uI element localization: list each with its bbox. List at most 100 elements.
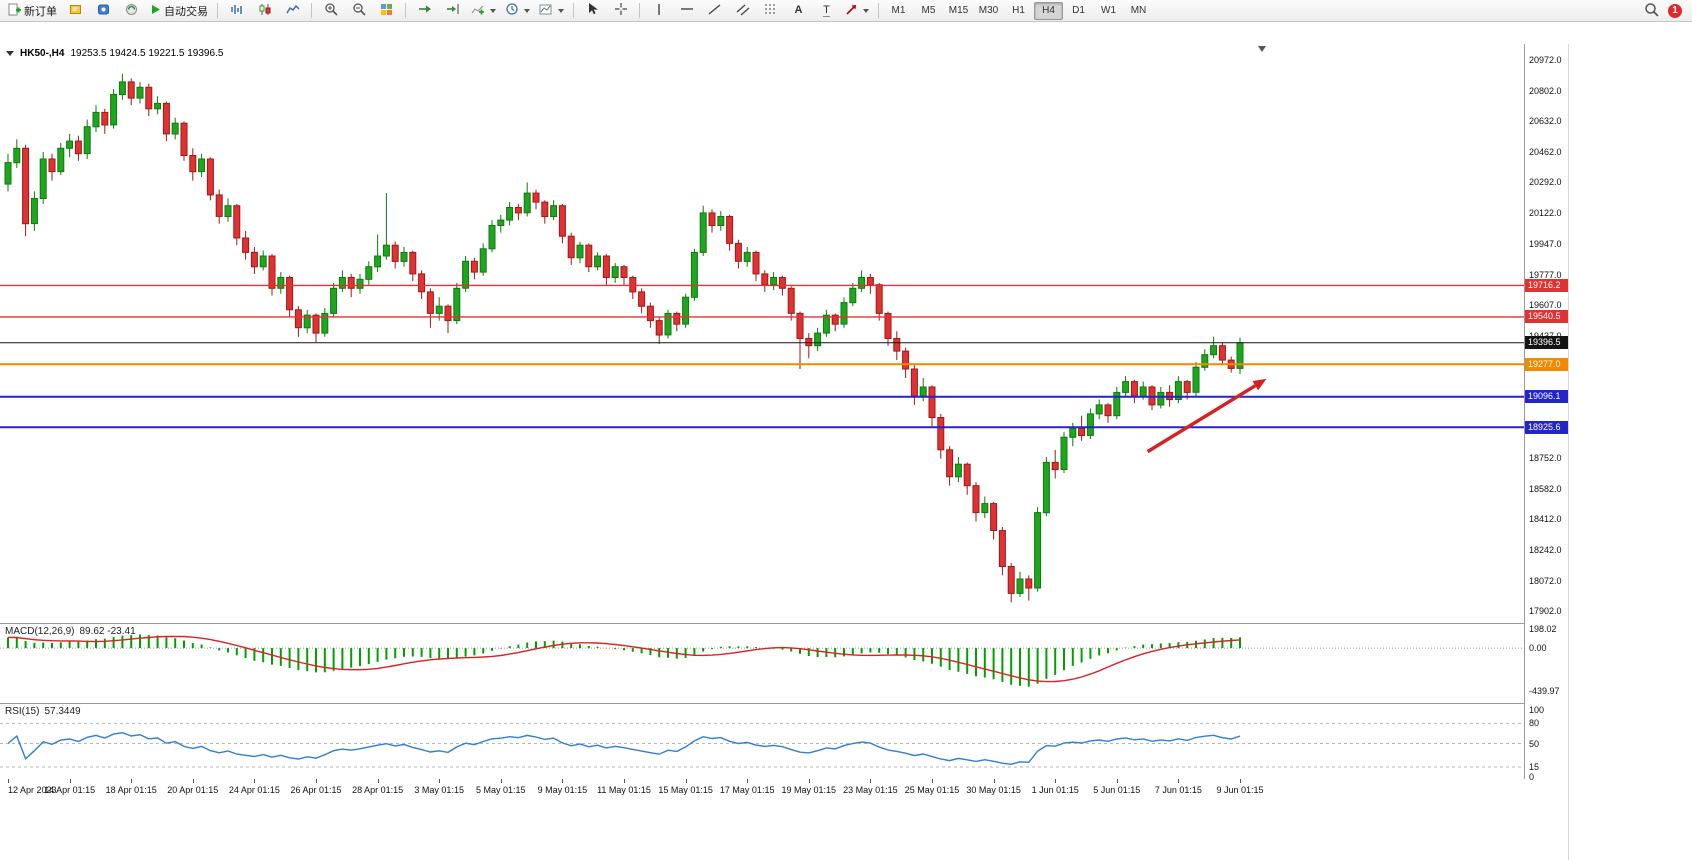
time-tick xyxy=(131,779,133,783)
text-button[interactable]: A xyxy=(785,0,812,21)
time-axis-label: 19 May 01:15 xyxy=(781,785,837,795)
rsi-axis-label: 0 xyxy=(1529,772,1535,782)
time-axis-label: 9 May 01:15 xyxy=(537,785,588,795)
price-axis-label: 19777.0 xyxy=(1529,269,1562,280)
equidistant-channel-icon xyxy=(736,3,750,19)
metaeditor-icon xyxy=(69,3,82,19)
vertical-line-icon xyxy=(654,3,664,19)
templates-icon xyxy=(539,3,553,19)
time-axis-label: 30 May 01:15 xyxy=(966,785,1021,795)
macd-panel[interactable] xyxy=(0,624,1524,703)
price-level-badge: 18925.6 xyxy=(1525,420,1568,434)
candlestick-chart-icon xyxy=(258,3,272,19)
time-tick xyxy=(1178,779,1180,783)
price-axis-label: 18412.0 xyxy=(1529,514,1562,525)
timeframe-toolbar: M1 M5 M15 M30 H1 H4 D1 W1 MN xyxy=(884,1,1153,20)
metaeditor-button[interactable] xyxy=(62,0,89,21)
templates-button[interactable] xyxy=(535,0,568,21)
chart-shift-button[interactable] xyxy=(439,0,466,21)
rsi-label: RSI(15) 57.3449 xyxy=(5,706,81,717)
zoom-out-button[interactable] xyxy=(345,0,372,21)
trendline-button[interactable] xyxy=(701,0,728,21)
price-axis[interactable]: 20972.0 20802.0 20632.0 20462.0 20292.0 20122… xyxy=(1525,44,1568,802)
tf-button-H1[interactable]: H1 xyxy=(1012,5,1025,16)
price-axis-label: 18582.0 xyxy=(1529,483,1562,494)
separator xyxy=(217,3,218,18)
cursor-button[interactable] xyxy=(579,0,606,21)
time-axis-label: 9 Jun 01:15 xyxy=(1216,785,1264,795)
zoom-in-button[interactable] xyxy=(317,0,344,21)
time-tick xyxy=(192,779,194,783)
time-tick xyxy=(685,779,687,783)
time-tick xyxy=(870,779,872,783)
time-axis-label: 24 Apr 01:15 xyxy=(228,785,280,795)
tf-button-H4[interactable]: H4 xyxy=(1034,1,1063,20)
tf-button-M5[interactable]: M5 xyxy=(921,5,936,16)
crosshair-button[interactable] xyxy=(607,0,634,21)
tf-button-D1[interactable]: D1 xyxy=(1072,5,1085,16)
separator xyxy=(311,3,312,18)
bar-chart-button[interactable] xyxy=(223,0,250,21)
price-axis-label: 20122.0 xyxy=(1529,207,1562,218)
candlestick-chart-button[interactable] xyxy=(251,0,278,21)
time-tick xyxy=(747,779,749,783)
equidistant-channel-button[interactable] xyxy=(729,0,756,21)
tf-button-M1[interactable]: M1 xyxy=(891,5,906,16)
periods-icon xyxy=(505,2,519,19)
rsi-panel[interactable] xyxy=(0,704,1524,779)
panel-splitter[interactable] xyxy=(0,623,1568,624)
notification-badge[interactable]: 1 xyxy=(1668,3,1682,18)
search-button[interactable] xyxy=(1638,0,1665,21)
community-icon xyxy=(125,3,138,19)
tf-button-MN[interactable]: MN xyxy=(1130,5,1147,16)
community-button[interactable] xyxy=(118,0,145,21)
tf-button-M30[interactable]: M30 xyxy=(978,5,999,16)
time-tick xyxy=(8,779,9,783)
price-level-badge: 19540.5 xyxy=(1525,310,1568,324)
candlestick-chart[interactable] xyxy=(0,44,1524,623)
zoom-out-icon xyxy=(352,2,366,19)
indicators-button[interactable] xyxy=(467,0,500,21)
time-axis-label: 5 May 01:15 xyxy=(476,785,526,795)
fibonacci-button[interactable] xyxy=(757,0,784,21)
panel-splitter[interactable] xyxy=(0,703,1568,704)
zoom-in-icon xyxy=(324,2,338,19)
auto-scroll-button[interactable] xyxy=(411,0,438,21)
tf-button-W1[interactable]: W1 xyxy=(1101,5,1116,16)
line-chart-button[interactable] xyxy=(279,0,306,21)
time-axis-label: 18 Apr 01:15 xyxy=(105,785,157,795)
autotrade-button[interactable]: 自动交易 xyxy=(146,0,212,21)
time-tick xyxy=(316,779,317,783)
vertical-line-button[interactable] xyxy=(645,0,672,21)
price-axis-label: 20462.0 xyxy=(1529,146,1562,157)
rsi-axis-label: 15 xyxy=(1529,762,1540,772)
time-axis[interactable]: 12 Apr 2023 14 Apr 01:15 18 Apr 01:15 20 Ap… xyxy=(0,779,1568,803)
time-axis-label: 28 Apr 01:15 xyxy=(352,785,404,795)
tf-button-M15[interactable]: M15 xyxy=(948,5,969,16)
time-axis-label: 5 Jun 01:15 xyxy=(1093,785,1141,795)
tile-windows-button[interactable] xyxy=(373,0,400,21)
time-axis-label: 7 Jun 01:15 xyxy=(1154,785,1202,795)
time-tick xyxy=(500,779,502,783)
rsi-axis-label: 100 xyxy=(1529,705,1545,715)
arrow-tool-button[interactable] xyxy=(841,0,873,21)
market-button[interactable] xyxy=(90,0,117,21)
text-label-button[interactable]: T xyxy=(813,0,840,21)
new-order-button[interactable]: 新订单 xyxy=(4,0,61,21)
chart-shift-marker-icon[interactable] xyxy=(1258,46,1266,52)
periods-button[interactable] xyxy=(501,0,534,21)
chevron-down-icon xyxy=(524,8,530,13)
chevron-down-icon xyxy=(6,51,14,56)
time-tick xyxy=(808,779,810,783)
time-tick xyxy=(562,779,564,783)
chevron-down-icon xyxy=(490,8,496,13)
separator xyxy=(639,3,640,18)
horizontal-line-button[interactable] xyxy=(673,0,700,21)
price-axis-label: 19607.0 xyxy=(1529,300,1562,310)
price-level-badge: 19277.0 xyxy=(1525,357,1568,371)
line-chart-icon xyxy=(285,3,300,19)
time-tick xyxy=(624,779,625,783)
tile-windows-icon xyxy=(380,3,394,19)
symbol-period-label: HK50-,H4 xyxy=(20,48,65,59)
market-icon xyxy=(97,3,110,19)
